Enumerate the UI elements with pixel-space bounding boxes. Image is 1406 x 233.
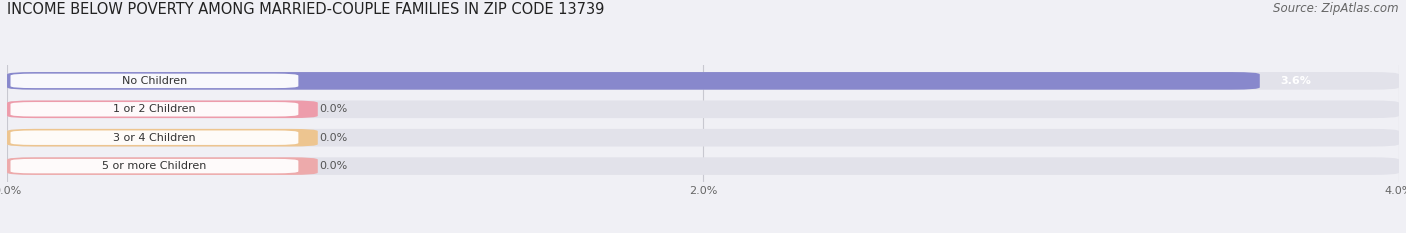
Text: 3.6%: 3.6% bbox=[1281, 76, 1312, 86]
Text: Source: ZipAtlas.com: Source: ZipAtlas.com bbox=[1274, 2, 1399, 15]
Text: 0.0%: 0.0% bbox=[319, 161, 347, 171]
Text: 1 or 2 Children: 1 or 2 Children bbox=[112, 104, 195, 114]
FancyBboxPatch shape bbox=[7, 100, 1399, 118]
Text: 5 or more Children: 5 or more Children bbox=[103, 161, 207, 171]
FancyBboxPatch shape bbox=[7, 72, 1260, 90]
FancyBboxPatch shape bbox=[10, 74, 298, 88]
FancyBboxPatch shape bbox=[7, 157, 1399, 175]
Text: 3 or 4 Children: 3 or 4 Children bbox=[112, 133, 195, 143]
FancyBboxPatch shape bbox=[10, 102, 298, 116]
FancyBboxPatch shape bbox=[7, 100, 318, 118]
FancyBboxPatch shape bbox=[7, 129, 1399, 147]
Text: 0.0%: 0.0% bbox=[319, 104, 347, 114]
Text: No Children: No Children bbox=[122, 76, 187, 86]
Text: 0.0%: 0.0% bbox=[319, 133, 347, 143]
FancyBboxPatch shape bbox=[7, 129, 318, 147]
Text: INCOME BELOW POVERTY AMONG MARRIED-COUPLE FAMILIES IN ZIP CODE 13739: INCOME BELOW POVERTY AMONG MARRIED-COUPL… bbox=[7, 2, 605, 17]
FancyBboxPatch shape bbox=[10, 159, 298, 173]
FancyBboxPatch shape bbox=[7, 72, 1399, 90]
FancyBboxPatch shape bbox=[10, 130, 298, 145]
FancyBboxPatch shape bbox=[7, 157, 318, 175]
